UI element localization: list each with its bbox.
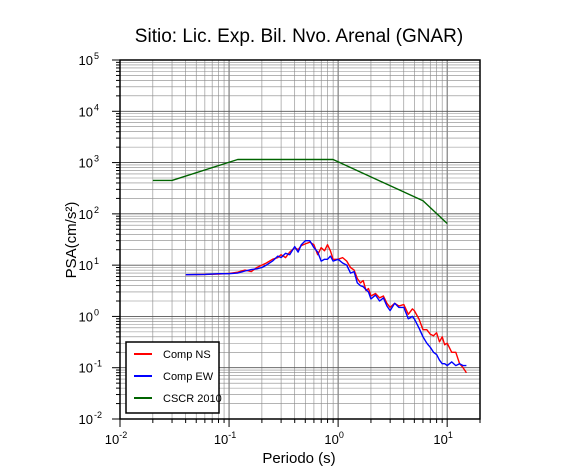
y-tick-label: 10 xyxy=(79,258,93,273)
x-tick-label: 101 xyxy=(433,430,452,447)
y-tick-label: 10 xyxy=(79,361,93,376)
x-axis-label: Periodo (s) xyxy=(262,450,335,467)
y-tick-exponent: 0 xyxy=(94,307,99,317)
y-tick-exponent: 4 xyxy=(94,102,99,112)
series-lines xyxy=(152,158,467,374)
series-line-3 xyxy=(152,158,448,225)
y-tick-exponent: -2 xyxy=(94,410,102,420)
legend-items: Comp NS Comp EW CSCR 2010 xyxy=(134,349,222,405)
x-tick-label: 10-2 xyxy=(105,430,127,447)
chart-title: Sitio: Lic. Exp. Bil. Nvo. Arenal (GNAR) xyxy=(135,26,463,47)
grid xyxy=(119,59,481,420)
legend-label: Comp NS xyxy=(163,349,211,361)
series-line-1 xyxy=(185,241,467,374)
x-tick-label: 10-1 xyxy=(214,430,236,447)
axis-ticks xyxy=(112,59,481,427)
y-tick-exponent: -1 xyxy=(94,359,102,369)
legend-label: CSCR 2010 xyxy=(163,393,222,405)
y-tick-exponent: 2 xyxy=(94,205,99,215)
y-tick-exponent: 1 xyxy=(94,256,99,266)
plot-frame xyxy=(119,59,481,420)
x-tick-label: 100 xyxy=(324,430,343,447)
y-tick-exponent: 3 xyxy=(94,154,99,164)
y-tick-exponent: 5 xyxy=(94,51,99,61)
series-line-2 xyxy=(185,239,467,367)
x-tick-labels: 10-2 10-1 100 101 xyxy=(105,430,453,447)
y-tick-label: 10 xyxy=(79,207,93,222)
y-tick-label: 10 xyxy=(79,53,93,68)
y-tick-label: 10 xyxy=(79,309,93,324)
y-tick-label: 10 xyxy=(79,104,93,119)
legend-label: Comp EW xyxy=(163,371,214,383)
y-tick-label: 10 xyxy=(79,156,93,171)
legend: Comp NS Comp EW CSCR 2010 xyxy=(125,341,222,414)
y-tick-label: 10 xyxy=(79,412,93,427)
y-axis-label: PSA(cm/s²) xyxy=(63,202,80,279)
